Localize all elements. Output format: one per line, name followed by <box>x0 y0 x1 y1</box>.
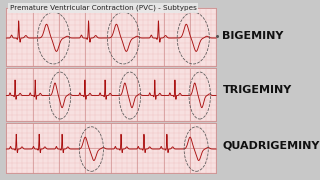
Text: QUADRIGEMINY: QUADRIGEMINY <box>222 141 320 151</box>
Text: Premature Ventricular Contraction (PVC) - Subtypes: Premature Ventricular Contraction (PVC) … <box>10 4 196 11</box>
Bar <box>6 123 216 173</box>
Bar <box>6 68 216 121</box>
Text: TRIGEMINY: TRIGEMINY <box>222 85 292 95</box>
Bar <box>6 8 216 66</box>
Text: BIGEMINY: BIGEMINY <box>222 31 284 41</box>
